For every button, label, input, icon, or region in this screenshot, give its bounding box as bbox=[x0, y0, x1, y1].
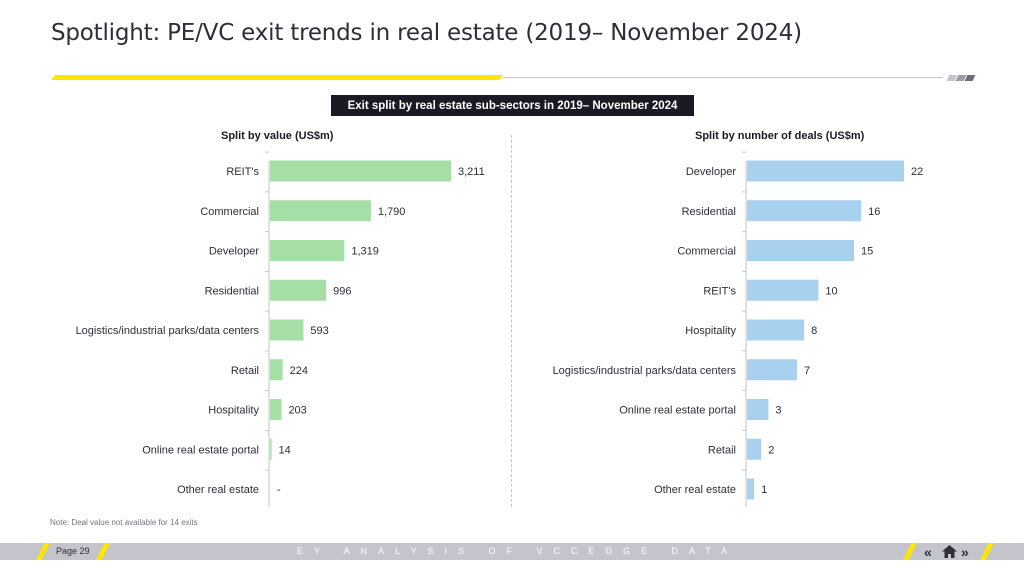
deals-data-label: 7 bbox=[804, 365, 810, 377]
deals-data-label: 16 bbox=[868, 206, 880, 218]
value-data-label: 593 bbox=[310, 325, 328, 337]
deals-data-label: 22 bbox=[911, 166, 923, 178]
value-bar bbox=[270, 160, 451, 182]
value-category-label: Other real estate bbox=[177, 484, 259, 496]
value-bar bbox=[270, 399, 282, 420]
value-data-label: - bbox=[277, 484, 281, 496]
footnote: Note: Deal value not available for 14 ex… bbox=[50, 518, 198, 527]
deals-bar bbox=[747, 478, 755, 500]
deals-bar bbox=[747, 279, 819, 301]
deals-bar bbox=[747, 399, 769, 420]
deals-bar bbox=[747, 200, 862, 222]
value-category-label: Logistics/industrial parks/data centers bbox=[76, 325, 260, 337]
deals-data-label: 15 bbox=[861, 246, 873, 258]
value-data-label: 203 bbox=[288, 405, 306, 417]
page-number: Page 29 bbox=[56, 546, 90, 556]
deals-category-label: Commercial bbox=[677, 246, 736, 258]
value-category-label: Hospitality bbox=[208, 405, 259, 417]
value-category-label: Developer bbox=[209, 246, 259, 258]
deals-category-label: Online real estate portal bbox=[619, 405, 736, 417]
value-bar bbox=[270, 438, 272, 460]
chart-subtitle-banner: Exit split by real estate sub-sectors in… bbox=[331, 95, 694, 116]
deals-bar bbox=[747, 240, 855, 261]
deals-bar bbox=[747, 359, 797, 381]
value-data-label: 224 bbox=[290, 365, 308, 377]
value-bar bbox=[270, 319, 304, 341]
deals-bar bbox=[747, 438, 762, 460]
deals-chart-title: Split by number of deals (US$m) bbox=[695, 130, 865, 142]
footer-bar: Page 29 EY ANALYSIS OF VCCEDGE DATA « » bbox=[0, 543, 1024, 560]
deals-category-label: REIT's bbox=[703, 285, 736, 297]
deals-data-label: 8 bbox=[811, 325, 817, 337]
deals-data-label: 10 bbox=[825, 285, 837, 297]
value-chart-title: Split by value (US$m) bbox=[221, 130, 334, 142]
value-category-label: Online real estate portal bbox=[142, 444, 259, 456]
value-data-label: 1,790 bbox=[378, 206, 406, 218]
deals-category-label: Logistics/industrial parks/data centers bbox=[553, 365, 737, 377]
value-category-label: REIT's bbox=[226, 166, 259, 178]
deals-data-label: 1 bbox=[761, 484, 767, 496]
home-icon[interactable] bbox=[942, 543, 957, 560]
value-data-label: 1,319 bbox=[351, 246, 379, 258]
deals-category-label: Retail bbox=[708, 444, 736, 456]
value-bar bbox=[270, 240, 345, 261]
value-bar bbox=[270, 279, 327, 301]
deals-data-label: 2 bbox=[768, 444, 774, 456]
page-title: Spotlight: PE/VC exit trends in real est… bbox=[51, 20, 802, 46]
chevron-right-double-icon[interactable]: » bbox=[961, 543, 969, 560]
deals-category-label: Developer bbox=[686, 166, 736, 178]
value-category-label: Residential bbox=[205, 285, 259, 297]
panel-divider bbox=[511, 135, 512, 507]
title-underline-rule bbox=[503, 77, 943, 78]
deals-bar bbox=[747, 160, 904, 182]
value-data-label: 14 bbox=[279, 444, 291, 456]
deals-category-label: Other real estate bbox=[654, 484, 736, 496]
value-category-label: Retail bbox=[231, 365, 259, 377]
deals-data-label: 3 bbox=[775, 405, 781, 417]
value-bar bbox=[270, 359, 283, 381]
deals-category-label: Residential bbox=[682, 206, 736, 218]
value-bar bbox=[270, 200, 371, 222]
deals-category-label: Hospitality bbox=[685, 325, 736, 337]
chevron-left-double-icon[interactable]: « bbox=[924, 543, 932, 560]
value-category-label: Commercial bbox=[200, 206, 259, 218]
value-data-label: 3,211 bbox=[458, 166, 485, 178]
title-underline-accent bbox=[51, 75, 503, 80]
value-data-label: 996 bbox=[333, 285, 351, 297]
deals-bar bbox=[747, 319, 805, 341]
footer-source-text: EY ANALYSIS OF VCCEDGE DATA bbox=[296, 546, 739, 556]
